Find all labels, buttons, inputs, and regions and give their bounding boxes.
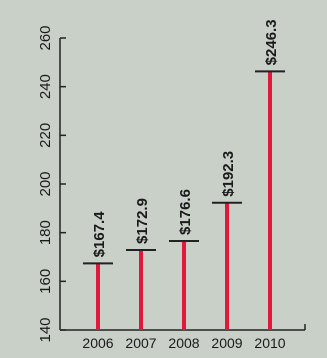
y-tick-label: 180	[37, 220, 54, 245]
y-tick-label: 140	[37, 317, 54, 342]
data-label: $246.3	[263, 19, 280, 65]
x-tick-label: 2007	[125, 335, 156, 351]
y-tick-label: 220	[37, 123, 54, 148]
x-tick-label: 2006	[82, 335, 113, 351]
y-tick-label: 240	[37, 74, 54, 99]
y-tick-label: 160	[37, 269, 54, 294]
data-label: $192.3	[220, 151, 237, 197]
data-label: $172.9	[134, 198, 151, 244]
y-tick-label: 200	[37, 171, 54, 196]
data-label: $176.6	[177, 189, 194, 235]
x-tick-label: 2009	[211, 335, 242, 351]
y-tick-label: 260	[37, 25, 54, 50]
x-axis: 2006 2007 2008 2009 2010	[60, 324, 306, 351]
y-axis: 140 160 180 200 220 240 260	[37, 25, 66, 343]
x-tick-label: 2008	[168, 335, 199, 351]
data-label: $167.4	[91, 211, 108, 258]
x-tick-label: 2010	[254, 335, 285, 351]
bars: $167.4 $172.9 $176.6 $192.3 $246.3	[83, 19, 285, 330]
